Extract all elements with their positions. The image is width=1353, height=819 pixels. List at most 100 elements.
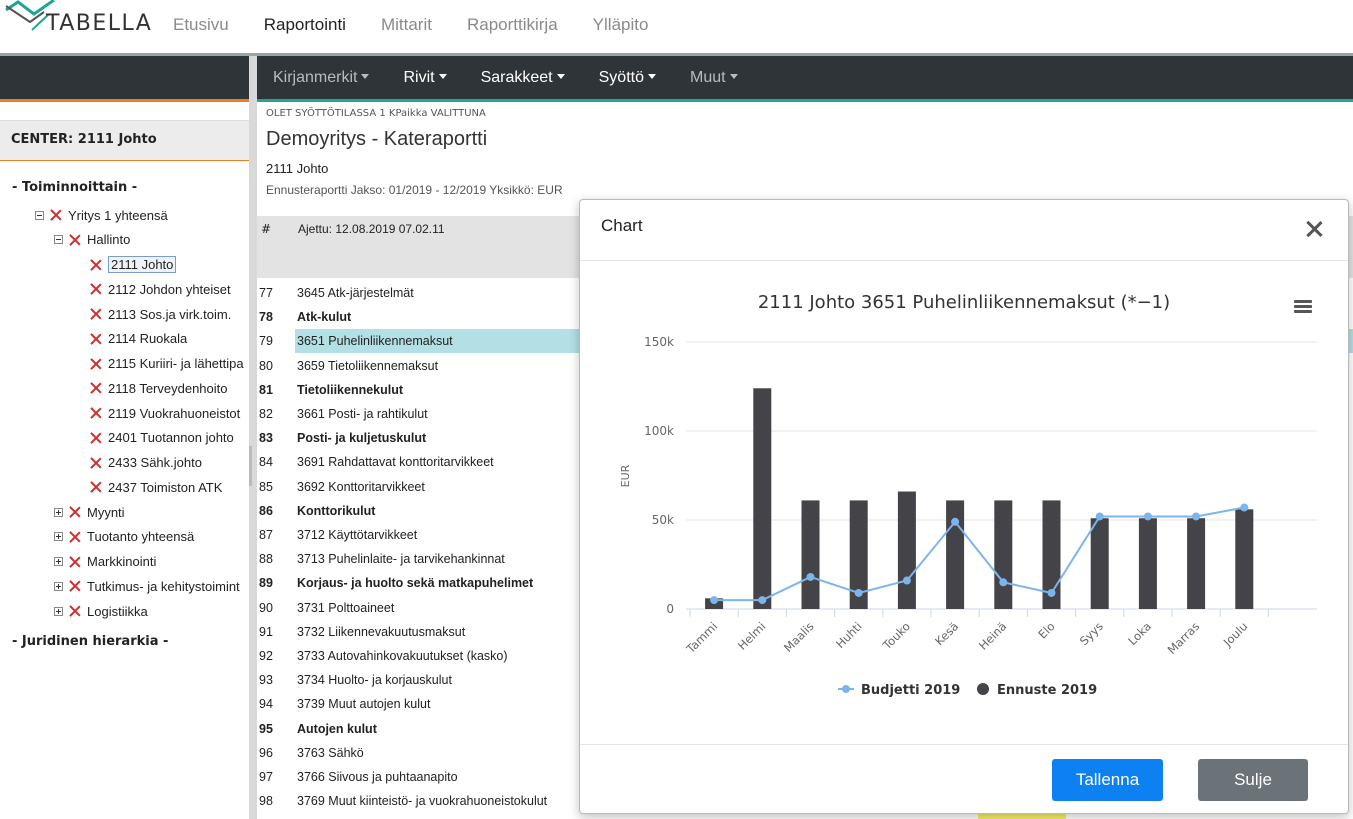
line-point bbox=[999, 578, 1008, 587]
tree-item[interactable]: 2112 Johdon yhteiset bbox=[90, 279, 231, 299]
save-button[interactable]: Tallenna bbox=[1052, 759, 1163, 801]
tree-item[interactable]: 2111 Johto bbox=[90, 255, 177, 275]
tree-item[interactable]: Markkinointi bbox=[54, 552, 156, 572]
nav-raportointi[interactable]: Raportointi bbox=[263, 15, 346, 34]
table-row[interactable]: 91 3732 Liikennevakuutusmaksut bbox=[257, 620, 1353, 644]
chart-menu-icon bbox=[1294, 310, 1312, 313]
mode-indicator: OLET SYÖTTÖTILASSA 1 KPaikka VALITTUNA bbox=[266, 108, 486, 119]
tree-item[interactable]: Yritys 1 yhteensä bbox=[35, 205, 168, 225]
menu-rivit[interactable]: Rivit bbox=[403, 69, 447, 87]
table-row[interactable]: 84 3691 Rahdattavat konttoritarvikkeet bbox=[257, 450, 1353, 474]
row-number: 77 bbox=[259, 286, 273, 300]
app-header: TABELLA Etusivu Raportointi Mittarit Rap… bbox=[0, 0, 1353, 53]
bar-heinä bbox=[994, 500, 1013, 609]
tree-item[interactable]: Tuotanto yhteensä bbox=[54, 527, 194, 547]
table-row[interactable]: 88 3713 Puhelinlaite- ja tarvikehankinnat bbox=[257, 547, 1353, 571]
tree-item[interactable]: 2119 Vuokrahuoneistot bbox=[90, 403, 240, 423]
tree-item[interactable]: Tutkimus- ja kehitystoimint bbox=[54, 576, 240, 596]
table-row[interactable]: 92 3733 Autovahinkovakuutukset (kasko) bbox=[257, 644, 1353, 668]
table-row[interactable]: 98 3769 Muut kiinteistö- ja vuokrahuoneis… bbox=[257, 789, 1353, 813]
bar-marras bbox=[1187, 518, 1206, 609]
line-point bbox=[758, 596, 767, 605]
tree-item-label: 2437 Toimiston ATK bbox=[108, 479, 223, 495]
table-row[interactable]: 85 3692 Konttoritarvikkeet bbox=[257, 475, 1353, 499]
x-tick-label: Kesä bbox=[932, 619, 961, 648]
cross-icon bbox=[90, 358, 102, 370]
line-point bbox=[1240, 503, 1249, 512]
expand-icon[interactable] bbox=[54, 557, 63, 566]
table-row[interactable]: 93 3734 Huolto- ja korjauskulut bbox=[257, 668, 1353, 692]
nav-yllapito[interactable]: Ylläpito bbox=[592, 15, 649, 34]
x-tick-label: Tammi bbox=[683, 619, 720, 656]
table-row[interactable]: 90 3731 Polttoaineet bbox=[257, 596, 1353, 620]
bar-touko bbox=[897, 491, 916, 609]
x-tick-label: Marras bbox=[1165, 619, 1203, 657]
y-tick-label: 0 bbox=[666, 602, 674, 616]
table-row[interactable]: 89 Korjaus- ja huolto sekä matkapuhelimet bbox=[257, 571, 1353, 595]
row-number: 91 bbox=[259, 624, 273, 639]
line-point bbox=[854, 588, 863, 597]
expand-icon[interactable] bbox=[54, 532, 63, 542]
cross-icon bbox=[50, 209, 62, 221]
tree-item-label: Tutkimus- ja kehitystoimint bbox=[87, 578, 240, 594]
modal-footer: Tallenna Sulje bbox=[580, 744, 1348, 815]
nav-raporttikirja[interactable]: Raporttikirja bbox=[466, 15, 558, 34]
tree-item[interactable]: 2401 Tuotannon johto bbox=[90, 428, 234, 448]
table-row[interactable]: 80 3659 Tietoliikennemaksut bbox=[257, 354, 1353, 378]
table-row[interactable]: 95 Autojen kulut bbox=[257, 717, 1353, 741]
expand-icon[interactable] bbox=[54, 507, 63, 517]
tree-item[interactable]: 2118 Terveydenhoito bbox=[90, 378, 228, 398]
table-row[interactable]: 87 3712 Käyttötarvikkeet bbox=[257, 523, 1353, 547]
tree-item[interactable]: 2437 Toimiston ATK bbox=[90, 477, 222, 497]
row-number: 95 bbox=[259, 721, 273, 736]
x-tick-label: Joulu bbox=[1220, 619, 1251, 650]
menu-label: Kirjanmerkit bbox=[273, 69, 358, 86]
expand-icon[interactable] bbox=[54, 606, 63, 616]
table-row[interactable]: 83 Posti- ja kuljetuskulut bbox=[257, 426, 1353, 450]
row-label: Korjaus- ja huolto sekä matkapuhelimet bbox=[297, 576, 534, 591]
table-row[interactable]: 94 3739 Muut autojen kulut bbox=[257, 692, 1353, 716]
table-row[interactable]: 81 Tietoliikennekulut bbox=[257, 378, 1353, 402]
nav-mittarit[interactable]: Mittarit bbox=[380, 15, 432, 34]
chart-menu-icon bbox=[1294, 300, 1312, 303]
row-label: 3713 Puhelinlaite- ja tarvikehankinnat bbox=[297, 552, 505, 567]
sidebar-scrollbar[interactable] bbox=[249, 446, 252, 486]
tree-item[interactable]: Logistiikka bbox=[54, 601, 148, 621]
expand-icon[interactable] bbox=[54, 581, 63, 591]
menu-syotto[interactable]: Syöttö bbox=[599, 69, 656, 87]
y-axis-label: EUR bbox=[619, 464, 632, 487]
top-navigation: Etusivu Raportointi Mittarit Raporttikir… bbox=[173, 15, 683, 35]
menu-muut[interactable]: Muut bbox=[690, 69, 738, 87]
modal-title: Chart bbox=[601, 216, 643, 235]
collapse-icon[interactable] bbox=[54, 235, 63, 245]
legend-line-marker bbox=[842, 685, 850, 693]
table-row[interactable]: 96 3763 Sähkö bbox=[257, 741, 1353, 765]
chart-title: 2111 Johto 3651 Puhelinliikennemaksut (*… bbox=[758, 292, 1170, 313]
x-tick-label: Maalis bbox=[781, 619, 817, 655]
tree-item[interactable]: 2114 Ruokala bbox=[90, 329, 187, 349]
tree-item[interactable]: 2115 Kuriiri- ja lähettipa bbox=[90, 354, 244, 374]
tabella-logo[interactable]: TABELLA bbox=[4, 0, 154, 48]
tree-item[interactable]: Hallinto bbox=[54, 230, 130, 250]
close-button[interactable]: Sulje bbox=[1198, 759, 1308, 801]
table-row[interactable]: 77 3645 Atk-järjestelmät bbox=[257, 281, 1353, 305]
nav-etusivu[interactable]: Etusivu bbox=[173, 15, 229, 34]
tree-item[interactable]: 2433 Sähk.johto bbox=[90, 453, 202, 473]
table-row[interactable]: 78 Atk-kulut bbox=[257, 305, 1353, 329]
menu-kirjanmerkit[interactable]: Kirjanmerkit bbox=[273, 69, 370, 87]
tree-item-label: Markkinointi bbox=[87, 554, 157, 569]
tree-item[interactable]: 2113 Sos.ja virk.toim. bbox=[90, 304, 231, 324]
table-row[interactable]: 86 Konttorikulut bbox=[257, 499, 1353, 523]
tree-section-juridinen[interactable]: - Juridinen hierarkia - bbox=[12, 634, 169, 649]
menu-sarakkeet[interactable]: Sarakkeet bbox=[481, 69, 565, 87]
table-row[interactable]: 97 3766 Siivous ja puhtaanapito bbox=[257, 765, 1353, 789]
table-row[interactable]: 82 3661 Posti- ja rahtikulut bbox=[257, 402, 1353, 426]
pane-splitter[interactable] bbox=[249, 56, 257, 819]
row-number: 89 bbox=[259, 576, 273, 591]
tree-section-toiminnoittain[interactable]: - Toiminnoittain - bbox=[12, 180, 138, 195]
close-icon[interactable] bbox=[1304, 219, 1324, 239]
row-label: 3651 Puhelinliikennemaksut bbox=[297, 334, 453, 349]
collapse-icon[interactable] bbox=[35, 210, 44, 220]
tree-item[interactable]: Myynti bbox=[54, 502, 125, 522]
x-tick-label: Huhti bbox=[833, 619, 865, 651]
